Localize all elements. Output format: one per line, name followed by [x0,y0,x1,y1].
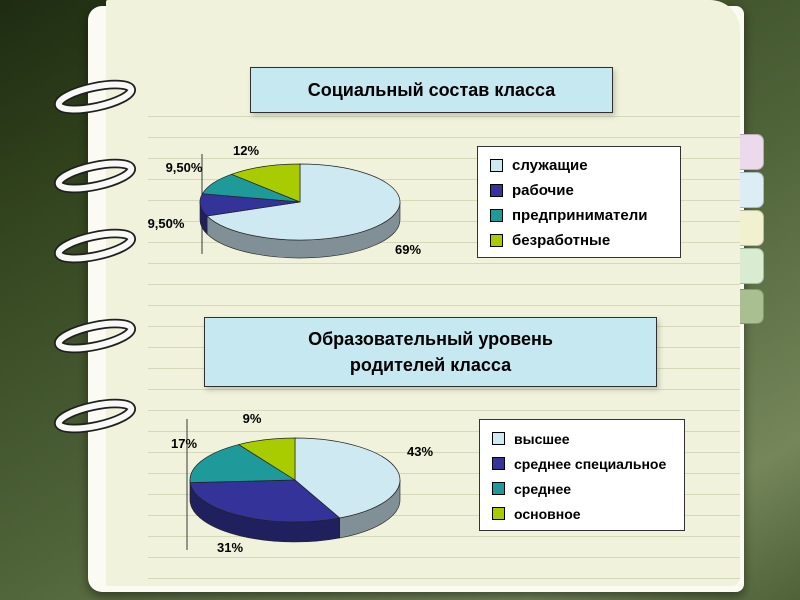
legend-swatch [490,234,503,247]
bookmark-tab-blue [738,172,764,208]
legend-item: предприниматели [490,203,668,228]
legend-swatch [490,184,503,197]
legend-swatch [492,457,505,470]
legend-item: служащие [490,153,668,178]
chart2-title-box: Образовательный уровень родителей класса [204,317,657,387]
bookmark-tab-yellow [738,210,764,246]
chart1-title: Социальный состав класса [307,79,556,100]
legend-swatch [492,507,505,520]
legend-swatch [492,432,505,445]
legend-swatch [490,159,503,172]
pie-value-label: 69% [395,242,421,257]
chart1-title-box: Социальный состав класса [250,67,613,113]
pie-chart-education-level: 43% 31% 17% 9% [171,411,433,555]
pie-value-label: 12% [233,143,259,158]
pie-value-label: 43% [407,444,433,459]
binder-ring [53,158,137,194]
legend-swatch [490,209,503,222]
legend-label: основное [514,505,581,522]
pie-value-label: 31% [217,540,243,555]
chart2-title-line1: Образовательный уровень [308,328,553,349]
binder-rings [53,79,137,434]
legend-item: рабочие [490,178,668,203]
binder-ring [53,228,137,264]
legend-item: основное [492,501,672,526]
binder-ring [53,79,137,115]
bookmark-tab-pink [738,134,764,170]
legend-label: безработные [512,232,611,249]
legend-label: среднее специальное [514,455,667,472]
pie-chart-social-composition: 69% 9,50% 9,50% 12% [148,143,421,259]
chart2-title-line2: родителей класса [349,355,512,375]
bookmark-tab-green [738,248,764,284]
legend-label: служащие [512,157,588,174]
legend-item: безработные [490,228,668,253]
legend-item: среднее специальное [492,451,672,476]
legend-label: высшее [514,430,570,447]
legend-item: высшее [492,426,672,451]
binder-ring [53,318,137,354]
binder-ring [53,398,137,434]
pie-value-label: 9,50% [148,216,185,231]
pie-value-label: 9,50% [166,160,203,175]
pie-value-label: 17% [171,436,197,451]
legend-label: среднее [514,480,572,497]
bookmark-tab-olive [738,289,764,324]
legend-label: предприниматели [512,207,648,224]
legend-label: рабочие [512,182,574,199]
pie-value-label: 9% [243,411,262,426]
legend-item: среднее [492,476,672,501]
legend-social-composition: служащие рабочие предприниматели безработны… [477,146,681,258]
legend-swatch [492,482,505,495]
legend-education-level: высшее среднее специальное среднее основное [479,419,685,531]
